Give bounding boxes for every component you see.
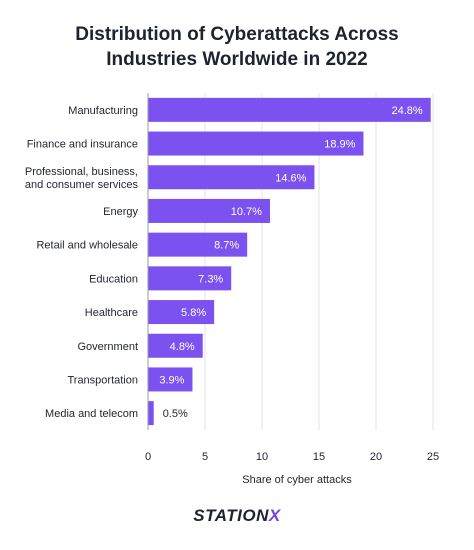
- bar-8: [148, 367, 193, 392]
- value-label-6: 5.8%: [181, 307, 206, 319]
- category-label-1: Finance and insurance: [27, 139, 138, 151]
- value-label-8: 3.9%: [159, 374, 184, 386]
- category-label-2-0: Professional, business,: [25, 166, 138, 178]
- chart-title: Distribution of Cyberattacks Across Indu…: [0, 22, 474, 72]
- x-tick-label-5: 25: [427, 451, 439, 463]
- logo-x: X: [268, 506, 281, 525]
- x-axis-title: Share of cyber attacks: [242, 474, 352, 486]
- chart-title-line-1: Distribution of Cyberattacks Across: [75, 24, 399, 45]
- bar-7: [148, 333, 203, 358]
- x-tick-label-0: 0: [145, 451, 151, 463]
- category-label-9: Media and telecom: [45, 408, 138, 420]
- bar-6: [148, 300, 215, 325]
- category-label-8: Transportation: [67, 374, 138, 386]
- category-label-6: Healthcare: [85, 307, 138, 319]
- bar-0: [148, 97, 431, 122]
- chart-title-line-2: Industries Worldwide in 2022: [106, 49, 368, 70]
- x-tick-label-1: 5: [202, 451, 208, 463]
- x-tick-label-3: 15: [313, 451, 325, 463]
- value-label-2: 14.6%: [275, 172, 306, 184]
- stationx-logo: STATIONX: [0, 506, 474, 526]
- bar-2: [148, 165, 315, 190]
- category-label-4: Retail and wholesale: [36, 240, 138, 252]
- category-label-2-1: and consumer services: [25, 179, 139, 191]
- value-label-7: 4.8%: [170, 341, 195, 353]
- category-label-3: Energy: [103, 206, 138, 218]
- x-tick-label-2: 10: [256, 451, 268, 463]
- value-label-0: 24.8%: [392, 105, 423, 117]
- value-label-4: 8.7%: [214, 240, 239, 252]
- x-tick-label-4: 20: [370, 451, 382, 463]
- bar-1: [148, 131, 364, 156]
- bar-9: [148, 401, 154, 426]
- value-label-9: 0.5%: [163, 408, 188, 420]
- value-label-5: 7.3%: [198, 273, 223, 285]
- logo-text: STATION: [193, 506, 269, 525]
- category-label-0: Manufacturing: [68, 105, 138, 117]
- bar-5: [148, 266, 232, 291]
- value-label-1: 18.9%: [324, 139, 355, 151]
- value-label-3: 10.7%: [231, 206, 262, 218]
- bar-4: [148, 232, 248, 257]
- category-label-7: Government: [77, 341, 138, 353]
- bar-3: [148, 198, 270, 223]
- category-label-5: Education: [89, 273, 138, 285]
